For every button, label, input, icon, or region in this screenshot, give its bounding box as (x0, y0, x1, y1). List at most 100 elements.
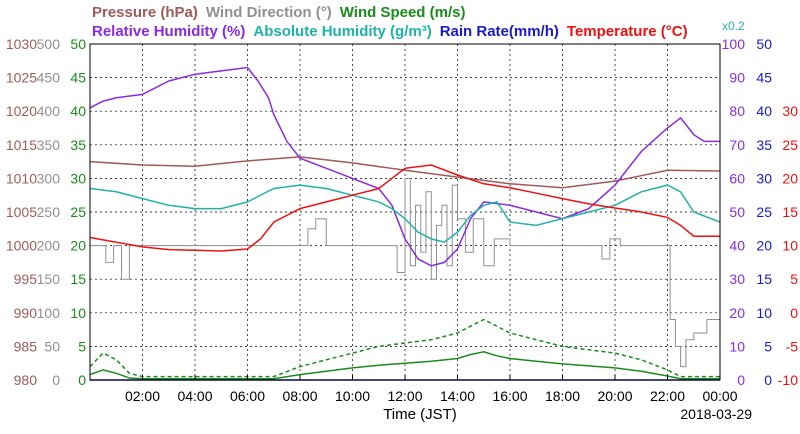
x-tick-label: 22:00 (650, 388, 685, 404)
wind_direction-tick-label: 250 (37, 204, 61, 220)
humidity-tick-label: 70 (729, 137, 745, 153)
humidity-tick-label: 80 (729, 103, 745, 119)
series-line-5 (89, 184, 721, 244)
x-tick-label: 00:00 (702, 388, 737, 404)
wind_speed-tick-label: 30 (70, 170, 86, 186)
x-tick-label: 04:00 (177, 388, 212, 404)
pressure-tick-label: 995 (14, 271, 38, 287)
series-line-4 (89, 66, 720, 267)
rain-tick-label: 40 (756, 103, 772, 119)
legend-item-0: Relative Humidity (%) (92, 23, 245, 40)
x-axis-label: Time (JST) (383, 406, 457, 423)
wind_speed-tick-label: 50 (70, 36, 86, 52)
wind_direction-tick-label: 300 (37, 170, 61, 186)
wind_speed-tick-label: 5 (78, 338, 86, 354)
humidity-tick-label: 10 (729, 338, 745, 354)
wind_direction-tick-label: 350 (37, 137, 61, 153)
rain-tick-label: 45 (756, 70, 772, 86)
humidity-tick-label: 60 (729, 170, 745, 186)
date-label: 2018-03-29 (680, 406, 752, 422)
wind_direction-tick-label: 200 (37, 238, 61, 254)
humidity-tick-label: 0 (737, 372, 745, 388)
rain-tick-label: 15 (756, 271, 772, 287)
pressure-tick-label: 1025 (6, 70, 37, 86)
series-line-1 (90, 177, 721, 368)
wind_speed-tick-label: 20 (70, 238, 86, 254)
rain-tick-label: 20 (756, 238, 772, 254)
series-line-3 (89, 351, 720, 380)
wind_direction-tick-label: 450 (37, 70, 61, 86)
series-line-0 (89, 156, 721, 189)
x-tick-label: 16:00 (492, 388, 527, 404)
rain-tick-label: 5 (764, 338, 772, 354)
temperature-tick-label: 20 (782, 170, 798, 186)
rain-scale-note: x0.2 (722, 19, 745, 33)
pressure-tick-label: 1015 (6, 137, 37, 153)
x-tick-label: 20:00 (597, 388, 632, 404)
wind_direction-tick-label: 400 (37, 103, 61, 119)
rain-tick-label: 25 (756, 204, 772, 220)
temperature-tick-label: 25 (782, 137, 798, 153)
wind_direction-tick-label: 500 (37, 36, 61, 52)
legend-item-0: Pressure (hPa) (92, 4, 198, 21)
pressure-tick-label: 1010 (6, 170, 37, 186)
humidity-tick-label: 100 (722, 36, 746, 52)
humidity-tick-label: 20 (729, 305, 745, 321)
pressure-tick-label: 1000 (6, 238, 37, 254)
series-line-2 (89, 318, 720, 378)
legend-item-2: Wind Speed (m/s) (340, 4, 466, 21)
pressure-tick-label: 1005 (6, 204, 37, 220)
temperature-tick-label: 30 (782, 103, 798, 119)
humidity-tick-label: 50 (729, 204, 745, 220)
x-tick-label: 18:00 (545, 388, 580, 404)
temperature-tick-label: 15 (782, 204, 798, 220)
temperature-tick-label: 0 (790, 305, 798, 321)
pressure-tick-label: 985 (14, 338, 38, 354)
wind_speed-tick-label: 25 (70, 204, 86, 220)
grid (90, 44, 720, 380)
x-tick-label: 12:00 (387, 388, 422, 404)
rain-tick-label: 30 (756, 170, 772, 186)
rain-tick-label: 50 (756, 36, 772, 52)
x-axis: 02:00 04:00 06:00 08:00 10:00 12:00 14:00 16:00… (125, 375, 738, 404)
x-tick-label: 14:00 (440, 388, 475, 404)
rain-tick-label: 0 (764, 372, 772, 388)
pressure-tick-label: 1020 (6, 103, 37, 119)
left-axes: 9809859909951000100510101015102010251030… (6, 36, 86, 388)
x-tick-label: 06:00 (230, 388, 265, 404)
legend-item-1: Absolute Humidity (g/m³) (253, 23, 431, 40)
pressure-tick-label: 990 (14, 305, 38, 321)
x-tick-label: 10:00 (335, 388, 370, 404)
wind_direction-tick-label: 150 (37, 271, 61, 287)
wind_speed-tick-label: 40 (70, 103, 86, 119)
wind_direction-tick-label: 100 (37, 305, 61, 321)
x-tick-label: 08:00 (282, 388, 317, 404)
wind_direction-tick-label: 50 (44, 338, 60, 354)
right-axes: 0102030405060708090100051015202530354045… (722, 36, 799, 388)
temperature-tick-label: -10 (778, 372, 798, 388)
wind_speed-tick-label: 15 (70, 271, 86, 287)
x-tick-label: 02:00 (125, 388, 160, 404)
temperature-tick-label: -5 (786, 338, 799, 354)
wind_speed-tick-label: 0 (78, 372, 86, 388)
humidity-tick-label: 40 (729, 238, 745, 254)
series-line-7 (89, 164, 720, 252)
pressure-tick-label: 1030 (6, 36, 37, 52)
legend: Pressure (hPa) Wind Direction (°) Wind Spe… (92, 4, 688, 40)
temperature-tick-label: 10 (782, 238, 798, 254)
wind_speed-tick-label: 10 (70, 305, 86, 321)
humidity-tick-label: 30 (729, 271, 745, 287)
humidity-tick-label: 90 (729, 70, 745, 86)
pressure-tick-label: 980 (14, 372, 38, 388)
legend-item-2: Rain Rate(mm/h) (440, 23, 559, 40)
legend-item-3: Temperature (°C) (567, 23, 688, 40)
temperature-tick-label: 5 (790, 271, 798, 287)
wind_speed-tick-label: 45 (70, 70, 86, 86)
legend-item-1: Wind Direction (°) (206, 4, 332, 21)
wind_direction-tick-label: 0 (52, 372, 60, 388)
wind_speed-tick-label: 35 (70, 137, 86, 153)
rain-tick-label: 10 (756, 305, 772, 321)
rain-tick-label: 35 (756, 137, 772, 153)
